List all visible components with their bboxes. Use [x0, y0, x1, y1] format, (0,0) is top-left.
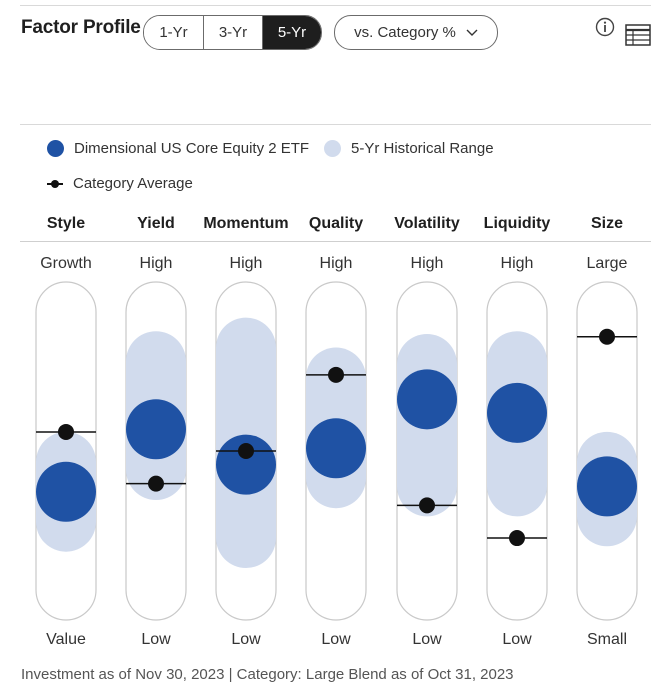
factor-header-volatility: Volatility: [394, 215, 460, 232]
high-label-volatility: High: [410, 255, 444, 272]
high-label-style: Growth: [40, 255, 92, 272]
legend-range-label: 5-Yr Historical Range: [351, 140, 494, 157]
factor-header-momentum: Momentum: [203, 215, 289, 232]
high-label-liquidity: High: [500, 255, 534, 272]
low-label-liquidity: Low: [502, 631, 532, 648]
low-label-momentum: Low: [231, 631, 261, 648]
period-3yr-button[interactable]: 3-Yr: [203, 16, 262, 49]
fund-dot-volatility: [397, 369, 457, 430]
fund-dot-yield: [126, 399, 186, 460]
fund-dot-style: [36, 461, 96, 522]
low-label-size: Small: [586, 631, 627, 648]
legend-average: Category Average: [47, 175, 193, 192]
avg-dot-volatility: [419, 497, 435, 514]
comparison-dropdown[interactable]: vs. Category %: [334, 15, 498, 50]
table-view-icon[interactable]: [625, 24, 651, 46]
high-label-quality: High: [319, 255, 353, 272]
legend-fund-label: Dimensional US Core Equity 2 ETF: [74, 140, 310, 157]
high-label-size: Large: [586, 255, 628, 272]
factor-header-size: Size: [590, 215, 623, 232]
chevron-down-icon: [466, 29, 478, 36]
period-toggle: 1-Yr 3-Yr 5-Yr: [143, 15, 322, 50]
legend-range-swatch: [324, 140, 341, 157]
comparison-dropdown-label: vs. Category %: [354, 24, 456, 41]
high-label-momentum: High: [229, 255, 263, 272]
avg-dot-momentum: [238, 443, 254, 459]
factor-header-yield: Yield: [137, 215, 175, 232]
low-label-volatility: Low: [412, 631, 442, 648]
avg-dot-yield: [148, 475, 164, 492]
legend-average-swatch: [47, 178, 63, 190]
factor-header-liquidity: Liquidity: [483, 215, 551, 232]
low-label-quality: Low: [321, 631, 351, 648]
legend-divider: [20, 124, 651, 125]
fund-dot-liquidity: [487, 382, 547, 443]
period-5yr-button[interactable]: 5-Yr: [262, 16, 321, 49]
low-label-yield: Low: [141, 631, 171, 648]
factor-header-style: Style: [46, 215, 86, 232]
fund-dot-quality: [306, 418, 366, 479]
fund-dot-size: [577, 456, 637, 517]
avg-dot-style: [58, 423, 74, 440]
legend-fund: Dimensional US Core Equity 2 ETF: [47, 140, 309, 157]
footer-note: Investment as of Nov 30, 2023 | Category…: [21, 666, 514, 683]
legend-range: 5-Yr Historical Range: [324, 140, 494, 157]
avg-dot-liquidity: [509, 530, 525, 547]
low-label-style: Value: [46, 631, 86, 648]
avg-dot-size: [599, 328, 615, 345]
avg-dot-quality: [328, 366, 344, 383]
period-1yr-button[interactable]: 1-Yr: [144, 16, 203, 49]
fund-dot-momentum: [216, 434, 276, 495]
factor-header-quality: Quality: [308, 215, 364, 232]
legend-average-label: Category Average: [73, 175, 193, 192]
top-divider: [20, 5, 651, 6]
info-icon[interactable]: [595, 17, 615, 37]
header-divider: [20, 241, 651, 242]
page-title: Factor Profile: [21, 17, 141, 38]
high-label-yield: High: [139, 255, 173, 272]
legend-fund-swatch: [47, 140, 64, 157]
